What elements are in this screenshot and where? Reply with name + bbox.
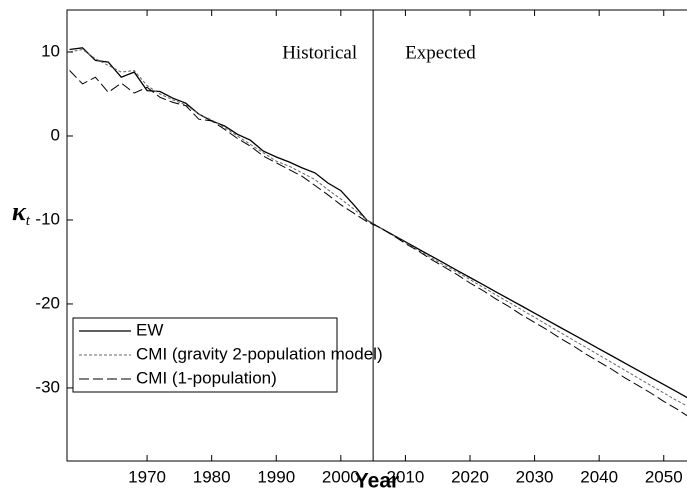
x-tick-label: 1980 (193, 467, 231, 486)
series-line (69, 48, 687, 407)
y-tick-label: 10 (41, 41, 60, 60)
x-tick-label: 2010 (387, 467, 425, 486)
y-tick-label: 0 (51, 125, 60, 144)
y-tick-label: -30 (35, 377, 60, 396)
x-tick-label: 2000 (322, 467, 360, 486)
series-line (69, 70, 687, 417)
x-tick-label: 1990 (257, 467, 295, 486)
x-axis-label: Year (355, 470, 399, 493)
legend-label: EW (136, 320, 163, 339)
axes-frame (66, 9, 687, 462)
legend-label: CMI (1-population) (136, 368, 277, 387)
x-tick-label: 2020 (451, 467, 489, 486)
y-axis-subscript: t (26, 213, 31, 229)
x-tick-label: 2040 (580, 467, 618, 486)
legend-label: CMI (gravity 2-population model) (136, 344, 383, 363)
y-tick-label: -10 (35, 209, 60, 228)
x-tick-label: 2030 (516, 467, 554, 486)
annotation: Historical (282, 42, 357, 63)
plot-area (69, 47, 687, 417)
x-tick-label: 1970 (128, 467, 166, 486)
y-tick-label: -20 (35, 293, 60, 312)
annotation: Expected (405, 42, 476, 63)
y-axis-label: κt (12, 197, 31, 229)
x-tick-label: 2050 (645, 467, 683, 486)
y-axis-symbol: κ (12, 197, 27, 226)
series-line (69, 47, 687, 399)
